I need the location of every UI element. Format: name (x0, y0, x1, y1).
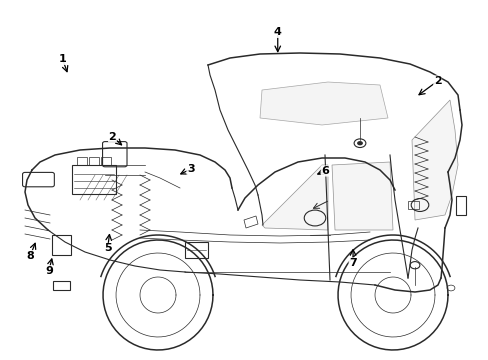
Text: 4: 4 (273, 27, 281, 37)
Circle shape (356, 141, 362, 145)
Text: 2: 2 (433, 76, 441, 86)
Text: 5: 5 (103, 243, 111, 253)
Text: 8: 8 (26, 251, 34, 261)
Text: 7: 7 (348, 258, 356, 268)
Polygon shape (262, 165, 327, 230)
Text: 1: 1 (59, 54, 66, 64)
Text: 3: 3 (186, 164, 194, 174)
Polygon shape (260, 82, 387, 125)
Text: 2: 2 (108, 132, 116, 142)
Text: 6: 6 (321, 166, 328, 176)
Polygon shape (331, 162, 392, 230)
Polygon shape (411, 100, 457, 220)
Text: 9: 9 (45, 266, 53, 276)
